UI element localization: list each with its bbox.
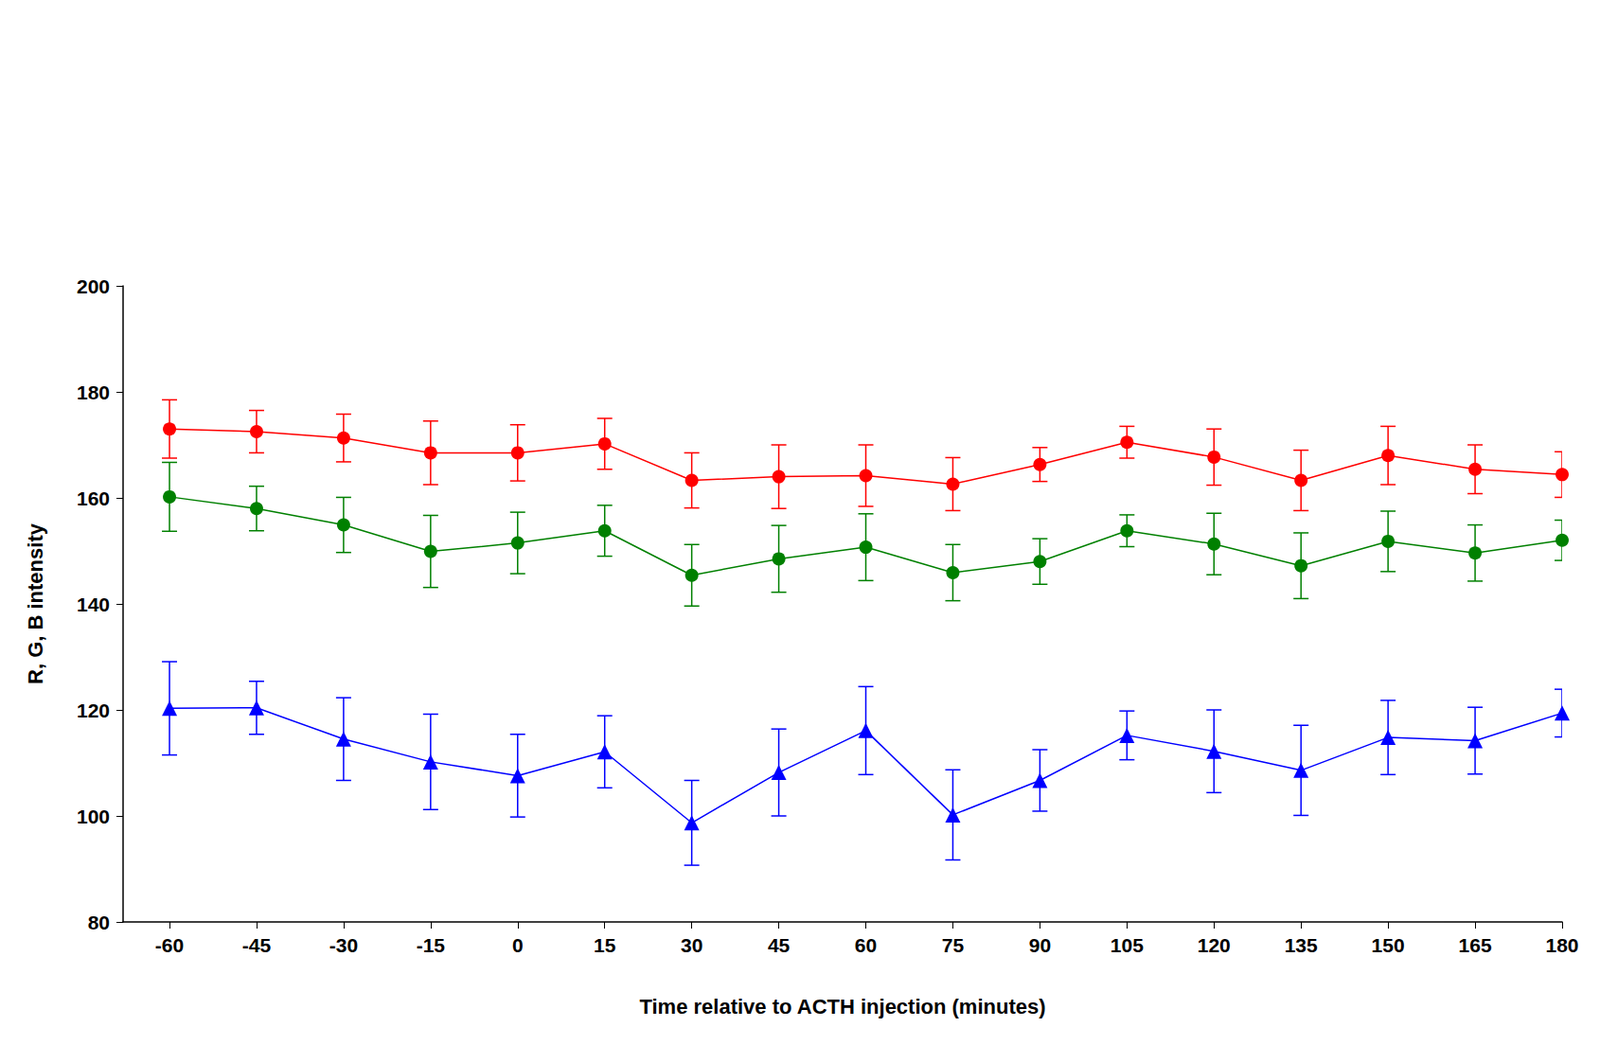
svg-text:160: 160 (76, 487, 110, 510)
svg-text:-45: -45 (242, 934, 272, 957)
svg-text:120: 120 (1197, 934, 1231, 957)
svg-text:-60: -60 (155, 934, 184, 957)
svg-text:15: 15 (593, 934, 617, 957)
svg-text:-15: -15 (416, 934, 446, 957)
svg-text:-30: -30 (329, 934, 358, 957)
svg-text:90: 90 (1029, 934, 1051, 957)
svg-text:105: 105 (1110, 934, 1144, 957)
svg-text:150: 150 (1371, 934, 1405, 957)
svg-text:120: 120 (76, 699, 110, 722)
svg-text:165: 165 (1458, 934, 1493, 957)
svg-text:0: 0 (512, 934, 524, 957)
svg-text:135: 135 (1284, 934, 1318, 957)
svg-text:60: 60 (854, 934, 877, 957)
svg-text:30: 30 (680, 934, 703, 957)
svg-text:80: 80 (88, 911, 110, 934)
svg-text:140: 140 (76, 593, 110, 616)
svg-text:45: 45 (767, 934, 791, 957)
svg-text:100: 100 (76, 805, 110, 828)
svg-text:Time relative to ACTH injectio: Time relative to ACTH injection (minutes… (639, 995, 1046, 1019)
svg-text:200: 200 (76, 275, 110, 298)
svg-text:180: 180 (76, 381, 110, 404)
svg-text:75: 75 (942, 934, 965, 957)
svg-text:180: 180 (1545, 934, 1579, 957)
svg-text:R, G, B intensity: R, G, B intensity (23, 522, 48, 685)
